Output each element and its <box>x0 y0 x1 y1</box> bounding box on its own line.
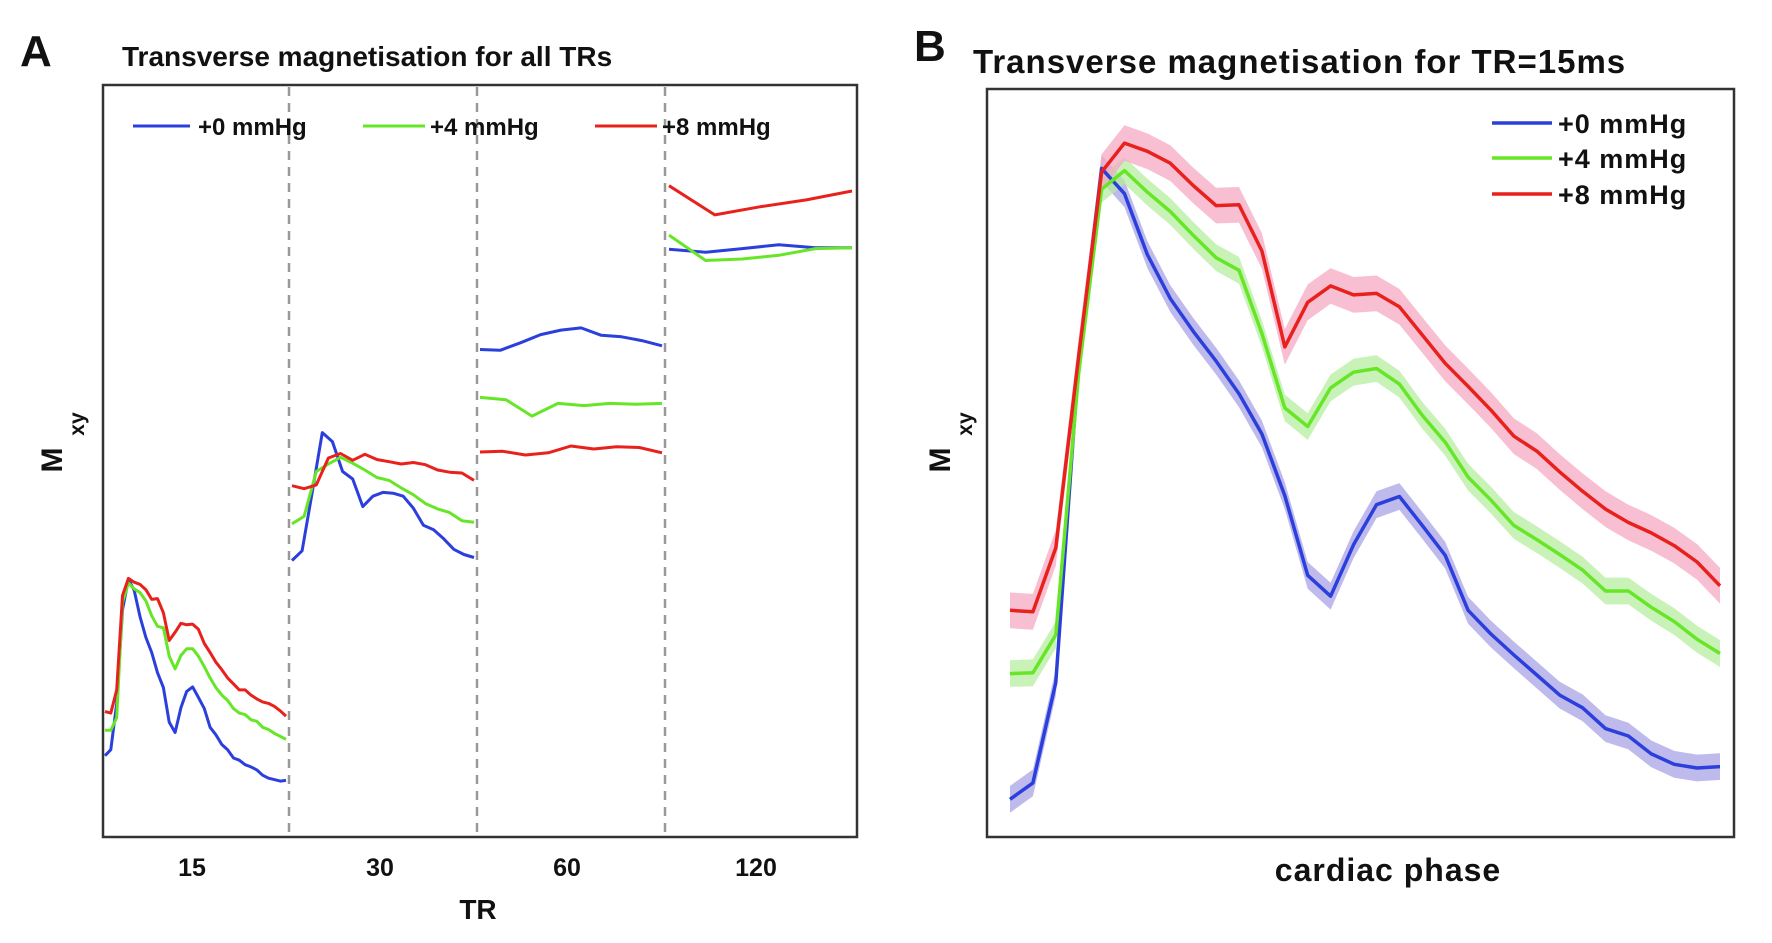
panel-a-ylabel-sub: xy <box>66 412 89 436</box>
panel-a: A Transverse magnetisation for all TRs +… <box>20 27 859 925</box>
panel-a-dividers <box>287 87 667 835</box>
panel-b-series <box>1008 141 1722 801</box>
legend-b-label-2: +8 mmHg <box>1558 180 1687 210</box>
legend-a-label-0: +0 mmHg <box>198 114 307 141</box>
panel-b-line-2 <box>1009 141 1722 614</box>
panel-b: B Transverse magnetisation for TR=15ms +… <box>914 22 1736 888</box>
panel-a-line-tr60-2 <box>479 444 663 457</box>
panel-b-line-0 <box>1008 166 1721 801</box>
panel-a-line-tr15-1 <box>105 581 287 741</box>
panel-b-title: Transverse magnetisation for TR=15ms <box>973 43 1626 80</box>
panel-a-line-tr30-2 <box>291 452 475 491</box>
panel-a-legend: +0 mmHg +4 mmHg +8 mmHg <box>133 114 771 141</box>
legend-a-label-2: +8 mmHg <box>662 114 771 141</box>
panel-a-line-tr60-0 <box>479 326 663 352</box>
panel-b-line-1 <box>1009 168 1721 676</box>
panel-a-ylabel-main: M <box>36 448 69 473</box>
panel-b-legend: +0 mmHg +4 mmHg +8 mmHg <box>1492 109 1687 210</box>
legend-a-label-1: +4 mmHg <box>430 114 539 141</box>
panel-a-line-tr15-0 <box>103 577 287 783</box>
panel-a-line-tr30-0 <box>290 431 475 562</box>
panel-a-letter: A <box>20 27 52 76</box>
panel-a-line-tr15-2 <box>104 576 288 718</box>
panel-b-axes-frame <box>985 87 1736 839</box>
panel-b-letter: B <box>914 22 946 71</box>
panel-a-tick-30: 30 <box>366 854 394 882</box>
panel-a-tick-60: 60 <box>553 854 581 882</box>
panel-a-series <box>103 184 853 783</box>
panel-b-band-0 <box>1010 155 1720 813</box>
panel-a-tick-15: 15 <box>178 854 206 882</box>
panel-a-line-tr30-1 <box>291 455 475 526</box>
panel-a-xlabel: TR <box>459 894 496 925</box>
panel-a-line-tr120-1 <box>668 233 853 262</box>
panel-a-ylabel: M xy <box>36 412 89 472</box>
panel-a-tick-120: 120 <box>735 854 777 882</box>
panel-a-line-tr120-2 <box>668 184 853 217</box>
panel-b-band-1 <box>1010 157 1720 687</box>
panel-a-axes-frame <box>101 83 859 839</box>
panel-b-xlabel: cardiac phase <box>1275 852 1501 888</box>
panel-b-ylabel: M xy <box>924 412 977 472</box>
panel-b-bands <box>1010 125 1720 813</box>
panel-b-ylabel-main: M <box>924 448 957 473</box>
panel-a-line-tr60-1 <box>479 395 663 418</box>
panel-b-ylabel-sub: xy <box>954 412 977 436</box>
legend-b-label-1: +4 mmHg <box>1558 144 1687 174</box>
panel-a-title: Transverse magnetisation for all TRs <box>122 41 612 72</box>
legend-b-label-0: +0 mmHg <box>1558 109 1687 139</box>
